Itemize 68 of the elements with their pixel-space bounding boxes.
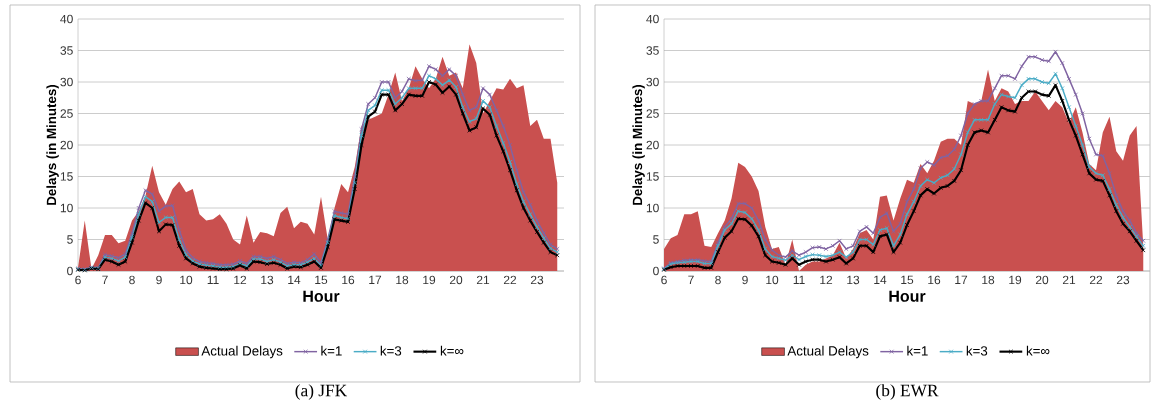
legend-label: k=∞ [440, 345, 464, 356]
y-tick-label: 5 [67, 235, 73, 244]
x-tick-label: 15 [901, 275, 914, 285]
y-tick-label: 0 [653, 266, 659, 276]
x-tick-label: 21 [476, 275, 490, 285]
y-tick-label: 40 [60, 14, 73, 24]
x-tick-label: 19 [423, 275, 436, 285]
y-tick-label: 10 [646, 203, 659, 213]
y-tick-label: 30 [646, 77, 659, 87]
x-tick-label: 22 [1089, 275, 1103, 285]
x-tick-label: 16 [342, 275, 355, 285]
x-tick-label: 23 [530, 275, 544, 285]
legend-label: k=3 [380, 345, 402, 356]
x-tick-label: 6 [661, 275, 667, 285]
x-tick-label: 18 [982, 275, 995, 285]
y-tick-label: 25 [646, 109, 659, 118]
x-tick-label: 14 [874, 275, 887, 284]
legend-label: Actual Delays [787, 345, 869, 359]
x-tick-label: 9 [742, 275, 748, 285]
x-tick-label: 20 [449, 275, 463, 285]
y-tick-label: 35 [60, 46, 73, 55]
x-tick-label: 6 [75, 275, 81, 285]
y-tick-label: 15 [646, 172, 659, 181]
x-tick-label: 10 [180, 275, 193, 285]
y-tick-label: 30 [60, 77, 73, 87]
y-tick-label: 35 [646, 46, 659, 55]
y-tick-label: 20 [646, 140, 659, 150]
y-axis-title: Delays (in Minutes) [632, 84, 645, 205]
x-tick-label: 11 [793, 275, 805, 284]
x-tick-label: 18 [396, 275, 409, 285]
x-tick-label: 12 [234, 275, 247, 285]
legend-label: k=1 [321, 345, 342, 356]
y-tick-label: 25 [60, 109, 73, 118]
legend-label: Actual Delays [201, 345, 283, 359]
y-tick-label: 0 [67, 266, 73, 276]
x-tick-label: 11 [207, 275, 219, 284]
legend-label: k=3 [966, 345, 988, 356]
y-axis-title: Delays (in Minutes) [46, 84, 59, 205]
x-tick-label: 20 [1035, 275, 1049, 285]
x-tick-label: 7 [102, 275, 108, 284]
x-tick-label: 17 [369, 275, 382, 284]
text: (a) JFK [295, 384, 348, 400]
x-axis-title: Hour [303, 290, 340, 302]
x-tick-label: 8 [129, 275, 135, 285]
x-tick-label: 8 [715, 275, 721, 285]
x-tick-label: 23 [1116, 275, 1130, 285]
x-tick-label: 15 [315, 275, 328, 285]
x-tick-label: 7 [688, 275, 694, 284]
x-tick-label: 22 [503, 275, 517, 285]
x-tick-label: 21 [1062, 275, 1076, 285]
y-tick-label: 15 [60, 172, 73, 181]
legend-label: k=∞ [1026, 345, 1050, 356]
x-tick-label: 13 [261, 275, 274, 285]
x-tick-label: 10 [766, 275, 779, 285]
x-axis-title: Hour [889, 290, 926, 302]
y-tick-label: 20 [60, 140, 73, 150]
legend-label: k=1 [907, 345, 928, 356]
x-tick-label: 17 [955, 275, 968, 284]
x-tick-label: 13 [847, 275, 860, 285]
x-tick-label: 16 [928, 275, 941, 285]
x-tick-label: 14 [288, 275, 301, 284]
x-tick-label: 9 [156, 275, 162, 285]
y-tick-label: 10 [60, 203, 73, 213]
y-tick-label: 40 [646, 14, 659, 24]
x-tick-label: 19 [1009, 275, 1022, 285]
x-tick-label: 12 [820, 275, 833, 285]
text: (b) EWR [876, 384, 939, 400]
y-tick-label: 5 [653, 235, 659, 244]
